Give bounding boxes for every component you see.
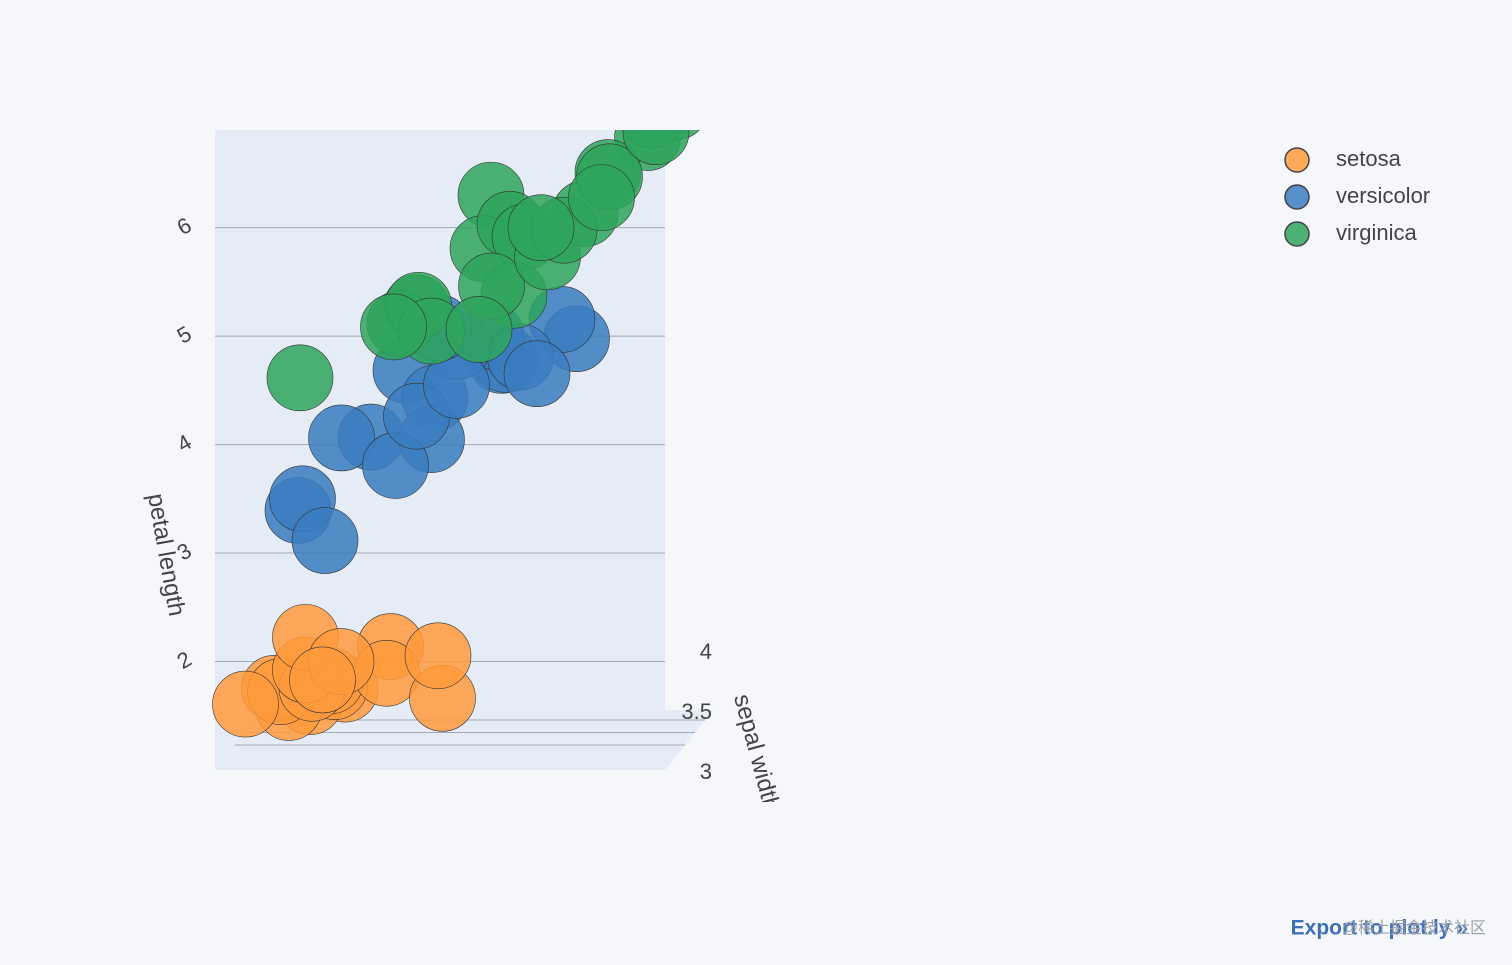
y-tick-label: 3.5 <box>681 699 712 724</box>
y-tick-label: 3 <box>700 759 712 784</box>
marker <box>291 507 359 574</box>
marker <box>266 344 334 412</box>
marker <box>289 646 356 714</box>
legend-label: setosa <box>1336 146 1402 171</box>
legend-label: virginica <box>1336 220 1417 245</box>
marker <box>568 164 635 231</box>
marker <box>507 194 575 261</box>
marker <box>622 130 690 165</box>
watermark: @稀土掘金技术社区 <box>1342 919 1486 937</box>
legend-marker <box>1284 147 1310 173</box>
marker <box>404 622 472 690</box>
legend-marker <box>1284 184 1310 210</box>
export-link[interactable]: Export to plot.ly » <box>1291 917 1468 940</box>
scene: sepal width <box>212 130 785 802</box>
marker <box>503 340 571 407</box>
legend-label: versicolor <box>1336 183 1430 208</box>
marker <box>360 293 427 361</box>
marker <box>212 670 279 738</box>
legend-marker <box>1284 221 1310 247</box>
scene-floor <box>215 710 713 770</box>
marker <box>445 296 513 363</box>
marker <box>308 404 375 472</box>
y-tick-label: 4 <box>700 639 712 664</box>
